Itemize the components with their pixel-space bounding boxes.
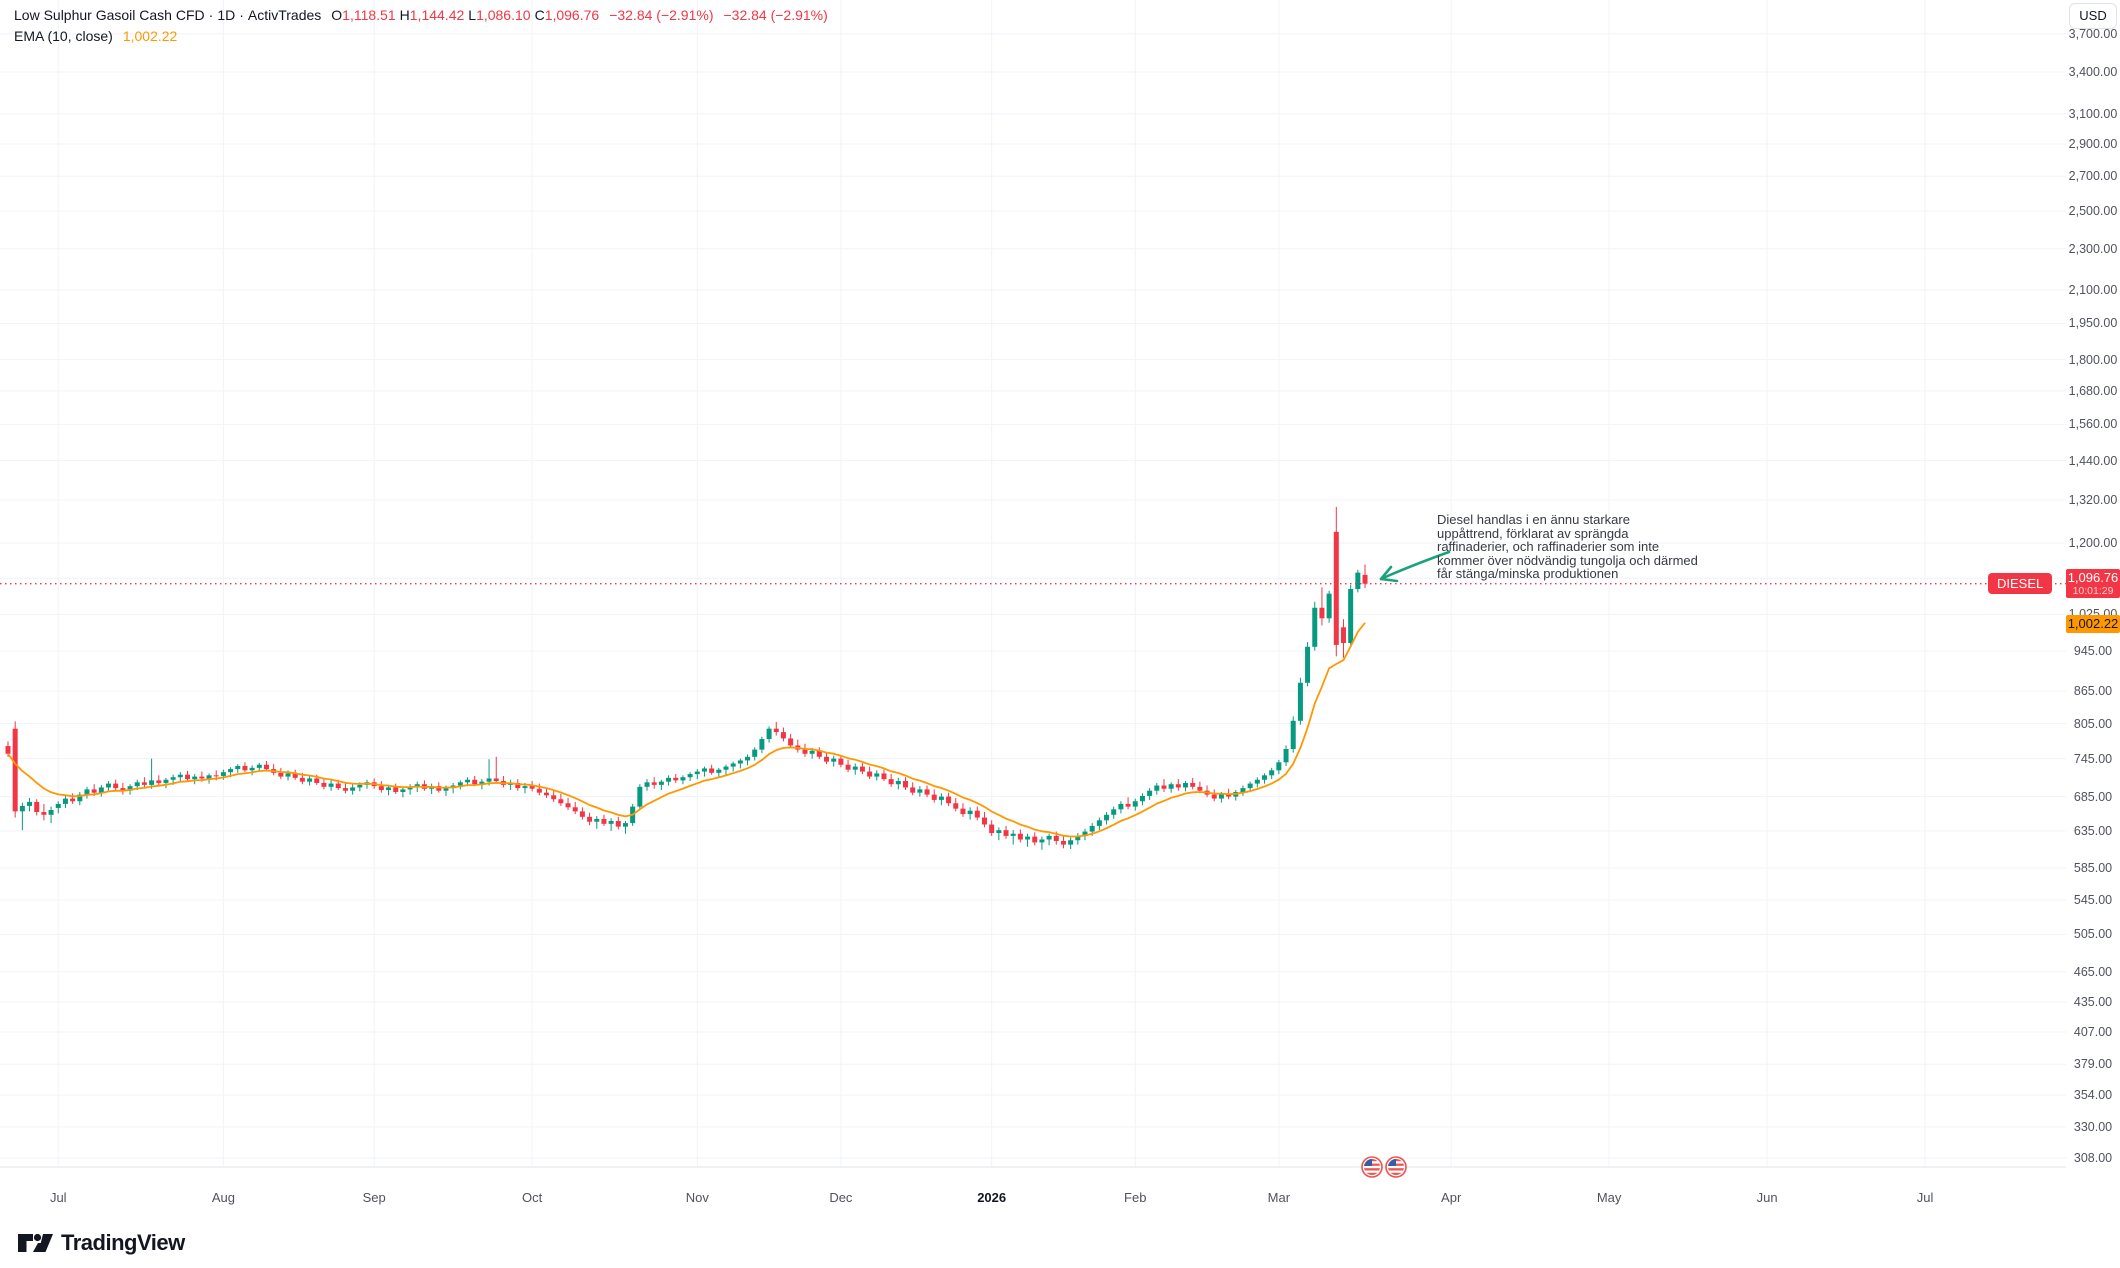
price-tick-label: 945.00 bbox=[2073, 644, 2113, 659]
price-tick-label: 585.00 bbox=[2073, 860, 2113, 875]
arrow-drawing[interactable] bbox=[1379, 550, 1451, 581]
price-tick-label: 407.00 bbox=[2073, 1025, 2113, 1040]
time-tick-label: Aug bbox=[211, 1190, 235, 1205]
price-tick-label: 3,700.00 bbox=[2068, 26, 2118, 41]
low-letter: L bbox=[468, 6, 477, 23]
chart-legend: Low Sulphur Gasoil Cash CFD · 1D · Activ… bbox=[14, 4, 828, 46]
arrow-head bbox=[1379, 565, 1399, 583]
us-flag-event-icon[interactable] bbox=[1385, 1156, 1407, 1178]
price-tick-label: 685.00 bbox=[2073, 789, 2113, 804]
time-tick-label: Nov bbox=[685, 1190, 709, 1205]
price-tick-label: 1,440.00 bbox=[2068, 453, 2118, 468]
price-tick-label: 1,560.00 bbox=[2068, 417, 2118, 432]
candlestick-chart[interactable] bbox=[0, 0, 2066, 1180]
price-tick-label: 354.00 bbox=[2073, 1088, 2113, 1103]
price-tick-label: 435.00 bbox=[2073, 994, 2113, 1009]
annotation-text-drawing[interactable]: Diesel handlas i en ännu starkare uppått… bbox=[1437, 512, 1698, 582]
price-tick-label: 635.00 bbox=[2073, 823, 2113, 838]
ema-price-badge: 1,002.22 bbox=[2066, 615, 2120, 634]
time-tick-label: Oct bbox=[522, 1190, 543, 1205]
price-tick-label: 3,400.00 bbox=[2068, 65, 2118, 80]
ema-indicator-label[interactable]: EMA (10, close) bbox=[14, 27, 113, 44]
close-letter: C bbox=[534, 6, 545, 23]
price-tick-label: 805.00 bbox=[2073, 716, 2113, 731]
open-value: 1,118.51 bbox=[342, 6, 396, 23]
interval-label[interactable]: 1D bbox=[217, 6, 236, 23]
tradingview-logo[interactable]: TradingView bbox=[16, 1230, 185, 1256]
tradingview-logo-icon bbox=[18, 1233, 53, 1252]
price-tick-label: 330.00 bbox=[2073, 1119, 2113, 1134]
high-letter: H bbox=[399, 6, 410, 23]
price-tick-label: 2,300.00 bbox=[2068, 241, 2118, 256]
us-flag-event-icon[interactable] bbox=[1361, 1156, 1383, 1178]
high-value: 1,144.42 bbox=[409, 6, 465, 23]
change-value: −32.84 (−2.91%) bbox=[609, 6, 714, 23]
legend-dot: · bbox=[208, 6, 214, 23]
time-tick-label: Jul bbox=[1916, 1190, 1934, 1205]
ema-line bbox=[7, 622, 1366, 838]
time-tick-label: Feb bbox=[1124, 1190, 1147, 1205]
symbol-legend-row: Low Sulphur Gasoil Cash CFD · 1D · Activ… bbox=[14, 4, 828, 25]
price-tick-label: 1,200.00 bbox=[2068, 536, 2118, 551]
price-axis[interactable]: USD 3,700.00 3,400.00 3,100.00 2,900.00 2,70… bbox=[2066, 0, 2120, 1180]
chart-plot-area[interactable] bbox=[0, 0, 2066, 1180]
footer-bar: TradingView bbox=[0, 1224, 2120, 1268]
current-price-value: 1,096.76 bbox=[2067, 569, 2119, 585]
ema-legend-row: EMA (10, close) 1,002.22 bbox=[14, 25, 828, 46]
time-tick-label: Jun bbox=[1756, 1190, 1778, 1205]
current-price-badge: 1,096.76 10:01:29 bbox=[2066, 568, 2120, 598]
time-axis[interactable]: Jul Aug Sep Oct Nov Dec 2026 Feb Mar Apr May Jun Jul bbox=[0, 1180, 2066, 1224]
symbol-title[interactable]: Low Sulphur Gasoil Cash CFD bbox=[14, 6, 205, 23]
time-tick-label: Jul bbox=[49, 1190, 67, 1205]
price-tick-label: 1,680.00 bbox=[2068, 383, 2118, 398]
price-tick-label: 3,100.00 bbox=[2068, 106, 2118, 121]
price-tick-label: 1,320.00 bbox=[2068, 492, 2118, 507]
price-tick-label: 2,900.00 bbox=[2068, 136, 2118, 151]
currency-toggle-button[interactable]: USD bbox=[2069, 3, 2117, 29]
brand-name: TradingView bbox=[61, 1230, 185, 1255]
open-letter: O bbox=[331, 6, 343, 23]
time-tick-label: Apr bbox=[1441, 1190, 1462, 1205]
time-tick-label: 2026 bbox=[977, 1190, 1007, 1205]
legend-dot: · bbox=[239, 6, 244, 23]
price-tick-label: 505.00 bbox=[2073, 927, 2113, 942]
price-tick-label: 379.00 bbox=[2073, 1057, 2113, 1072]
price-tick-label: 745.00 bbox=[2073, 751, 2113, 766]
price-tick-label: 465.00 bbox=[2073, 964, 2113, 979]
change-percent-value: −32.84 (−2.91%) bbox=[723, 6, 828, 23]
close-value: 1,096.76 bbox=[544, 6, 600, 23]
time-tick-label: Mar bbox=[1267, 1190, 1291, 1205]
price-tick-label: 2,500.00 bbox=[2068, 204, 2118, 219]
price-tick-label: 865.00 bbox=[2073, 684, 2113, 699]
exchange-label[interactable]: ActivTrades bbox=[247, 6, 322, 23]
price-tick-label: 308.00 bbox=[2073, 1151, 2113, 1166]
time-tick-label: May bbox=[1596, 1190, 1622, 1205]
time-tick-label: Sep bbox=[362, 1190, 386, 1205]
price-tick-label: 2,100.00 bbox=[2068, 282, 2118, 297]
low-value: 1,086.10 bbox=[476, 6, 531, 23]
price-tick-label: 2,700.00 bbox=[2068, 169, 2118, 184]
price-tick-label: 545.00 bbox=[2073, 893, 2113, 907]
price-tick-label: 1,800.00 bbox=[2068, 352, 2118, 367]
price-line-label[interactable]: DIESEL bbox=[1988, 573, 2053, 595]
price-tick-label: 1,950.00 bbox=[2068, 316, 2118, 331]
ema-value: 1,002.22 bbox=[122, 27, 178, 44]
bar-countdown: 10:01:29 bbox=[2072, 584, 2114, 597]
time-tick-label: Dec bbox=[829, 1190, 853, 1205]
